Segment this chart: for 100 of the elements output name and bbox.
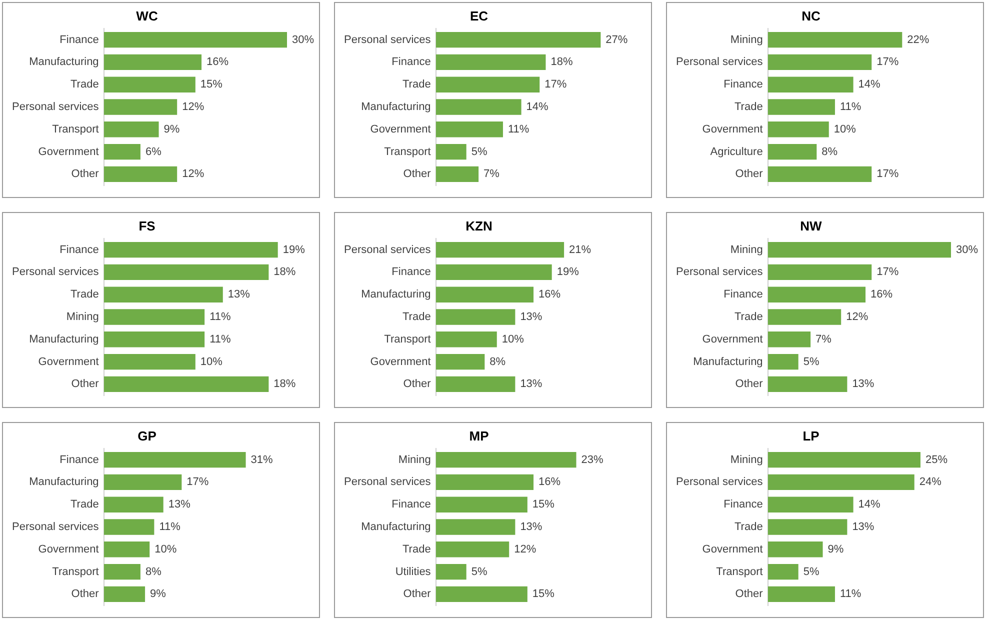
bar bbox=[768, 586, 835, 602]
data-label: 12% bbox=[514, 543, 536, 556]
data-label: 7% bbox=[484, 168, 500, 180]
data-label: 11% bbox=[210, 311, 231, 324]
bar bbox=[436, 309, 516, 325]
data-label: 14% bbox=[526, 101, 549, 114]
bar bbox=[104, 542, 150, 558]
y-tick-label: Government bbox=[702, 333, 763, 346]
chart-title: MP bbox=[469, 428, 490, 444]
data-label: 16% bbox=[538, 476, 561, 488]
chart-title: KZN bbox=[466, 218, 492, 234]
bar bbox=[436, 32, 601, 48]
bar bbox=[104, 564, 140, 580]
bar bbox=[104, 354, 196, 370]
bar bbox=[768, 542, 823, 558]
y-tick-label: Manufacturing bbox=[361, 101, 431, 114]
y-tick-label: Other bbox=[403, 588, 432, 600]
data-label: 10% bbox=[200, 356, 223, 368]
y-tick-label: Transport bbox=[52, 123, 99, 136]
y-tick-label: Trade bbox=[734, 521, 763, 534]
bar bbox=[768, 286, 866, 302]
y-tick-label: Finance bbox=[724, 498, 763, 511]
bar bbox=[768, 376, 848, 392]
bar bbox=[104, 32, 287, 48]
y-tick-label: Personal services bbox=[344, 34, 432, 46]
y-tick-label: Finance bbox=[392, 498, 431, 511]
bar bbox=[768, 54, 872, 70]
data-label: 30% bbox=[956, 244, 978, 256]
y-tick-label: Manufacturing bbox=[361, 521, 431, 534]
data-label: 10% bbox=[834, 123, 856, 136]
y-tick-label: Personal services bbox=[344, 244, 432, 256]
bar bbox=[768, 166, 872, 182]
y-tick-label: Government bbox=[38, 543, 99, 556]
y-tick-label: Other bbox=[403, 378, 432, 390]
y-tick-label: Utilities bbox=[395, 566, 432, 578]
data-label: 5% bbox=[471, 566, 488, 578]
bar bbox=[768, 309, 842, 325]
bar bbox=[768, 354, 798, 370]
bar bbox=[436, 496, 528, 512]
bar bbox=[768, 332, 811, 348]
bar bbox=[768, 32, 902, 48]
bar bbox=[768, 242, 951, 258]
y-tick-label: Trade bbox=[70, 288, 99, 301]
bar bbox=[436, 99, 522, 115]
y-tick-label: Personal services bbox=[676, 56, 764, 68]
data-label: 13% bbox=[520, 311, 542, 324]
data-label: 13% bbox=[852, 378, 874, 390]
data-label: 21% bbox=[569, 244, 592, 256]
bar bbox=[768, 474, 914, 490]
data-label: 17% bbox=[186, 476, 209, 488]
y-tick-label: Personal services bbox=[12, 266, 100, 278]
bar bbox=[104, 309, 205, 325]
y-tick-label: Transport bbox=[384, 333, 431, 346]
data-label: 10% bbox=[154, 543, 177, 556]
data-label: 9% bbox=[828, 543, 844, 556]
chart-title: WC bbox=[136, 8, 158, 24]
y-tick-label: Trade bbox=[402, 78, 431, 91]
y-tick-label: Other bbox=[735, 168, 764, 180]
data-label: 9% bbox=[164, 123, 180, 136]
y-tick-label: Personal services bbox=[676, 266, 764, 278]
data-label: 13% bbox=[228, 288, 250, 301]
data-label: 9% bbox=[150, 588, 166, 600]
bar bbox=[104, 166, 178, 182]
y-tick-label: Other bbox=[735, 378, 764, 390]
data-label: 24% bbox=[919, 476, 942, 488]
data-label: 10% bbox=[502, 333, 524, 346]
y-tick-label: Trade bbox=[70, 78, 99, 91]
bar bbox=[436, 166, 479, 182]
data-label: 13% bbox=[520, 521, 542, 534]
y-tick-label: Manufacturing bbox=[29, 56, 99, 68]
chart-title: NW bbox=[800, 218, 823, 234]
data-label: 11% bbox=[840, 101, 862, 114]
data-label: 19% bbox=[282, 244, 306, 256]
bar bbox=[436, 376, 516, 392]
data-label: 17% bbox=[876, 56, 899, 68]
y-tick-label: Government bbox=[370, 123, 431, 136]
data-label: 5% bbox=[803, 566, 820, 578]
data-label: 16% bbox=[538, 288, 561, 301]
y-tick-label: Government bbox=[38, 356, 99, 368]
data-label: 8% bbox=[822, 146, 838, 158]
data-label: 15% bbox=[532, 588, 555, 600]
data-label: 17% bbox=[876, 266, 899, 278]
y-tick-label: Other bbox=[403, 168, 432, 180]
bar bbox=[104, 76, 196, 92]
bar bbox=[104, 144, 140, 160]
data-label: 12% bbox=[182, 101, 204, 114]
bar bbox=[436, 332, 497, 348]
y-tick-label: Government bbox=[702, 543, 763, 556]
bar bbox=[768, 99, 835, 115]
y-tick-label: Transport bbox=[716, 566, 763, 578]
y-tick-label: Finance bbox=[724, 78, 763, 91]
y-tick-label: Finance bbox=[392, 266, 431, 278]
y-tick-label: Manufacturing bbox=[693, 356, 763, 368]
y-tick-label: Mining bbox=[66, 311, 99, 324]
y-tick-label: Trade bbox=[70, 498, 99, 511]
data-label: 13% bbox=[520, 378, 542, 390]
bar bbox=[436, 54, 546, 70]
y-tick-label: Finance bbox=[60, 454, 99, 466]
y-tick-label: Trade bbox=[402, 543, 431, 556]
y-tick-label: Trade bbox=[734, 311, 763, 324]
